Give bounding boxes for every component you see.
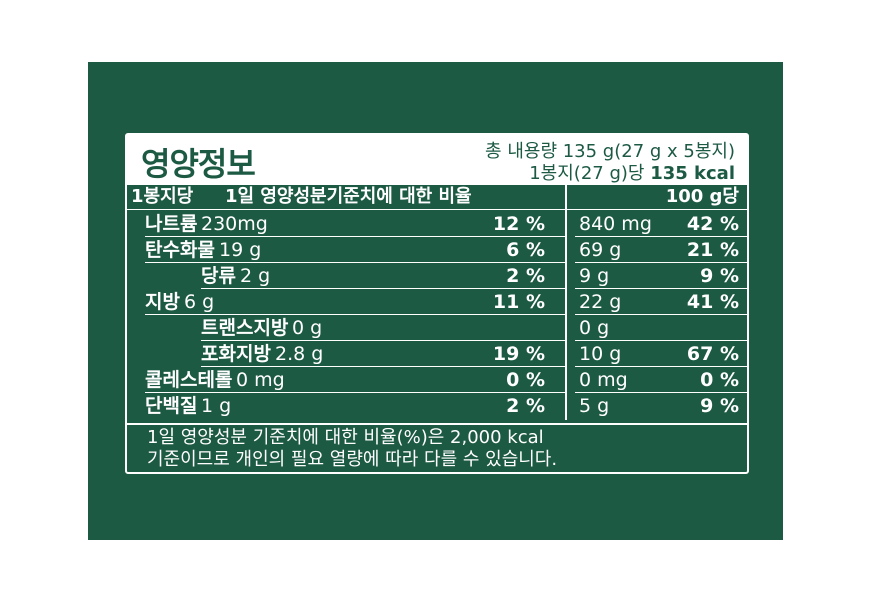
nutrient-name: 지방 <box>145 291 180 313</box>
nutrient-row: 단백질 1 g 2 % 5 g 9 % <box>127 393 747 419</box>
percent: 19 % <box>492 343 545 365</box>
column-header: 1일 영양성분기준치에 대한 비율 <box>225 186 472 207</box>
percent-100g: 42 % <box>686 213 739 235</box>
total-content: 총 내용량 135 g(27 g x 5봉지) <box>485 141 735 162</box>
nutrient-row: 나트륨 230mg 12 % 840 mg 42 % <box>127 211 747 237</box>
nutrient-name: 나트륨 <box>145 213 198 235</box>
row-line <box>145 392 565 393</box>
nutrient-name: 콜레스테롤 <box>145 369 233 391</box>
percent: 12 % <box>492 213 545 235</box>
amount-100g: 0 g <box>579 317 610 339</box>
amount: 1 g <box>201 395 232 417</box>
row-line <box>201 340 565 341</box>
nutrient-row: 탄수화물 19 g 6 % 69 g 21 % <box>127 237 747 263</box>
amount: 6 g <box>184 291 215 313</box>
amount-100g: 10 g <box>579 343 622 365</box>
nutrient-name: 단백질 <box>145 395 198 417</box>
percent-100g: 9 % <box>700 395 739 417</box>
nutrient-name: 당류 <box>201 265 236 287</box>
amount-100g: 9 g <box>579 265 610 287</box>
percent: 0 % <box>506 369 545 391</box>
row-line <box>201 288 565 289</box>
row-line <box>145 236 565 237</box>
nutrition-label: 영양정보 총 내용량 135 g(27 g x 5봉지) 1봉지(27 g)당 … <box>125 133 749 474</box>
row-line <box>575 340 747 341</box>
divider <box>127 209 747 210</box>
amount: 2 g <box>240 265 271 287</box>
row-line <box>201 366 565 367</box>
amount: 230mg <box>201 213 268 235</box>
percent: 11 % <box>492 291 545 313</box>
percent: 6 % <box>506 239 545 261</box>
column-header: 100 g당 <box>665 186 739 207</box>
row-line <box>575 236 747 237</box>
row-line <box>575 366 747 367</box>
amount: 0 g <box>292 317 323 339</box>
row-line <box>575 288 747 289</box>
amount: 2.8 g <box>275 343 324 365</box>
row-line <box>575 392 747 393</box>
nutrient-row: 지방 6 g 11 % 22 g 41 % <box>127 289 747 315</box>
nutrient-name: 탄수화물 <box>145 239 215 261</box>
percent: 2 % <box>506 265 545 287</box>
row-line <box>145 314 565 315</box>
nutrient-row: 포화지방 2.8 g 19 % 10 g 67 % <box>127 341 747 367</box>
amount-100g: 69 g <box>579 239 622 261</box>
amount-100g: 22 g <box>579 291 622 313</box>
amount-100g: 840 mg <box>579 213 652 235</box>
percent-100g: 0 % <box>700 369 739 391</box>
footer-line: 1일 영양성분 기준치에 대한 비율(%)은 2,000 kcal <box>147 427 544 448</box>
row-line <box>575 262 747 263</box>
percent-100g: 67 % <box>686 343 739 365</box>
percent-100g: 21 % <box>686 239 739 261</box>
row-line <box>145 262 565 263</box>
serving-text: 1봉지(27 g)당 <box>529 163 645 184</box>
footer: 1일 영양성분 기준치에 대한 비율(%)은 2,000 kcal 기준이므로 … <box>127 423 747 471</box>
nutrient-row: 콜레스테롤 0 mg 0 % 0 mg 0 % <box>127 367 747 393</box>
column-divider <box>565 183 567 420</box>
amount-100g: 0 mg <box>579 369 628 391</box>
divider <box>127 183 747 185</box>
amount-100g: 5 g <box>579 395 610 417</box>
row-line <box>575 314 747 315</box>
kcal: 135 kcal <box>650 163 735 184</box>
footer-line: 기준이므로 개인의 필요 열량에 따라 다를 수 있습니다. <box>147 449 558 470</box>
serving: 1봉지(27 g)당 135 kcal <box>529 159 735 185</box>
title: 영양정보 <box>141 145 256 183</box>
percent: 2 % <box>506 395 545 417</box>
nutrient-name: 트랜스지방 <box>201 317 289 339</box>
amount: 0 mg <box>236 369 285 391</box>
nutrient-row: 당류 2 g 2 % 9 g 9 % <box>127 263 747 289</box>
percent-100g: 41 % <box>686 291 739 313</box>
column-header: 1봉지당 <box>131 186 194 207</box>
percent-100g: 9 % <box>700 265 739 287</box>
nutrient-name: 포화지방 <box>201 343 271 365</box>
amount: 19 g <box>219 239 262 261</box>
header: 영양정보 총 내용량 135 g(27 g x 5봉지) 1봉지(27 g)당 … <box>127 135 747 185</box>
